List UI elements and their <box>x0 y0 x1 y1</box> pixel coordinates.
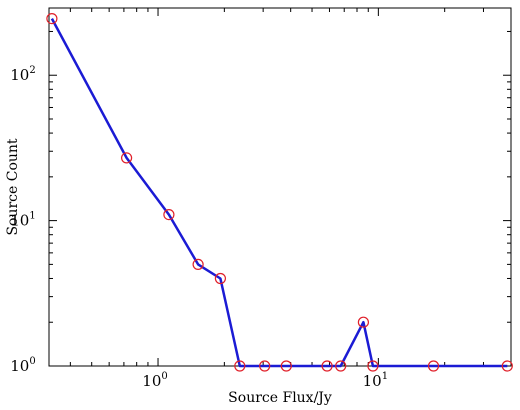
data-point <box>120 152 133 164</box>
y-tick-label: 102 <box>10 65 35 84</box>
data-point <box>501 360 513 372</box>
y-tick-label: 100 <box>10 356 35 375</box>
data-point <box>367 360 379 372</box>
data-point <box>46 13 58 25</box>
data-point <box>321 360 333 372</box>
x-tick-labels: 100 101 <box>142 371 388 390</box>
data-point <box>357 316 369 328</box>
data-point <box>192 258 204 270</box>
data-point <box>259 360 271 372</box>
y-axis-label: Source Count <box>5 138 21 235</box>
data-point <box>427 360 440 372</box>
plot-frame <box>48 7 512 367</box>
y-tick-labels: 100 101 102 <box>10 65 35 375</box>
y-tick-label: 101 <box>10 211 35 230</box>
data-point <box>335 360 347 372</box>
data-point <box>214 272 226 285</box>
axis-ticks <box>49 8 512 367</box>
data-point <box>163 209 175 221</box>
x-axis-label: Source Flux/Jy <box>228 390 332 406</box>
data-point <box>280 360 292 372</box>
x-tick-label: 101 <box>363 371 388 390</box>
series-line <box>50 18 508 368</box>
data-point-markers <box>46 13 513 372</box>
x-tick-label: 100 <box>142 371 167 390</box>
data-point <box>234 360 246 372</box>
